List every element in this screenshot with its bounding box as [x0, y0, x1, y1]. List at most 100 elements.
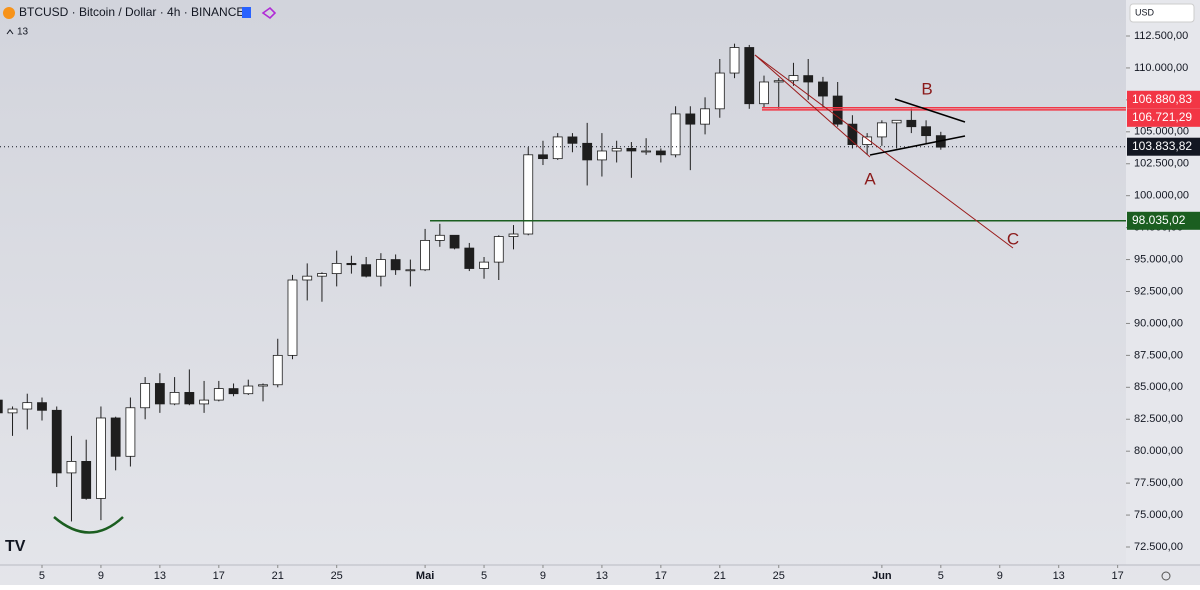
candle-body [302, 275, 313, 281]
candle-body [714, 72, 725, 110]
price-label-box [1127, 90, 1200, 109]
candle-body [184, 392, 195, 405]
logo: TV [5, 538, 26, 555]
candle-body [891, 119, 902, 124]
plot: 72.500,00 75.000,00 77.500,00 80.000,00 82.5… [0, 30, 1189, 582]
candle-body [655, 150, 666, 156]
trend-line [754, 54, 871, 158]
x-tick-label: 13 [596, 570, 608, 582]
y-tick-label: 110.000,00 [1134, 62, 1188, 74]
coin-icon [3, 7, 15, 19]
candle-body [228, 388, 239, 395]
candle-body [81, 461, 92, 499]
candle-body [51, 409, 62, 474]
settings-icon[interactable] [1161, 571, 1171, 581]
candle-body [258, 384, 268, 387]
price-label: 106.721,29 [1132, 110, 1192, 124]
candle-body [729, 47, 740, 74]
candle-body [788, 75, 799, 82]
candle-body [862, 136, 873, 145]
price-label-box [1127, 108, 1200, 127]
price-label-box [1127, 211, 1200, 230]
candle-body [272, 354, 283, 386]
candle-body [552, 136, 563, 160]
annotation: C [1007, 229, 1019, 248]
candle-body [641, 150, 652, 153]
candle-body [361, 264, 372, 277]
candle-body [876, 122, 887, 138]
x-tick-label: 17 [213, 570, 225, 582]
candle-body [66, 461, 77, 474]
candle-body [611, 148, 622, 152]
candle-body [213, 388, 224, 401]
candle-body [818, 81, 828, 97]
y-tick-label: 72.500,00 [1134, 541, 1183, 553]
candle-body [125, 407, 136, 457]
candle-body [243, 385, 254, 395]
candle-body [921, 126, 931, 137]
candle-body [96, 417, 106, 499]
y-tick-label: 95.000,00 [1134, 253, 1183, 265]
x-tick-label: 9 [540, 570, 546, 582]
cup-curve [53, 516, 124, 534]
x-tick-label: 5 [938, 570, 944, 582]
candle-body [420, 239, 430, 271]
x-tick-label: 21 [714, 570, 726, 582]
candle-body [538, 154, 548, 160]
annotation: A [864, 169, 876, 188]
candle-body [140, 383, 151, 409]
y-tick-label: 105.000,00 [1134, 126, 1189, 138]
candle-body [287, 279, 298, 356]
chart-title[interactable]: BTCUSD · Bitcoin / Dollar · 4h · BINANCE [19, 5, 244, 19]
candle-body [0, 399, 3, 414]
x-tick-label: 17 [1112, 570, 1124, 582]
currency-button[interactable] [1129, 3, 1195, 23]
candle-body [670, 113, 681, 156]
candle-body [434, 234, 445, 241]
candle-body [508, 233, 519, 237]
wedge-line [894, 98, 966, 123]
link-icon[interactable] [261, 6, 277, 20]
x-tick-label: 9 [997, 570, 1003, 582]
candle-body [906, 119, 917, 128]
candle-body [375, 259, 386, 277]
flag-icon[interactable] [242, 7, 251, 18]
candle-body [110, 417, 121, 457]
candle-body [567, 136, 578, 144]
y-tick-label: 85.000,00 [1134, 381, 1183, 393]
y-tick-label: 77.500,00 [1134, 477, 1183, 489]
candle-body [597, 150, 607, 161]
candle-body [199, 399, 209, 405]
candle-body [22, 402, 33, 410]
candle-body [803, 75, 814, 83]
x-tick-label: 5 [481, 570, 487, 582]
candle-body [154, 383, 165, 405]
x-tick-label: 13 [1053, 570, 1065, 582]
x-tick-label: 9 [98, 570, 104, 582]
collapse-icon[interactable] [6, 29, 14, 35]
price-label: 106.880,83 [1132, 92, 1192, 106]
candle-body [479, 261, 489, 269]
candle-body [493, 236, 504, 263]
candle-body [346, 262, 357, 266]
y-tick-label: 100.000,00 [1134, 190, 1189, 202]
price-label: 98.035,02 [1132, 213, 1186, 227]
candle-body [773, 80, 784, 83]
candle-body [759, 81, 769, 105]
candle-body [582, 142, 593, 161]
x-tick-label: 5 [39, 570, 45, 582]
candle-body [464, 247, 475, 269]
x-tick-label: 13 [154, 570, 166, 582]
y-tick-label: 80.000,00 [1134, 445, 1183, 457]
y-tick-label: 102.500,00 [1134, 158, 1189, 170]
candle-body [685, 113, 696, 125]
candle-body [700, 108, 710, 125]
candle-body [169, 392, 180, 405]
indicator-count[interactable]: 13 [17, 27, 29, 38]
currency[interactable]: USD [1135, 7, 1155, 17]
candle-body [331, 262, 342, 275]
candle-body [390, 259, 401, 271]
x-tick-label: 17 [655, 570, 667, 582]
